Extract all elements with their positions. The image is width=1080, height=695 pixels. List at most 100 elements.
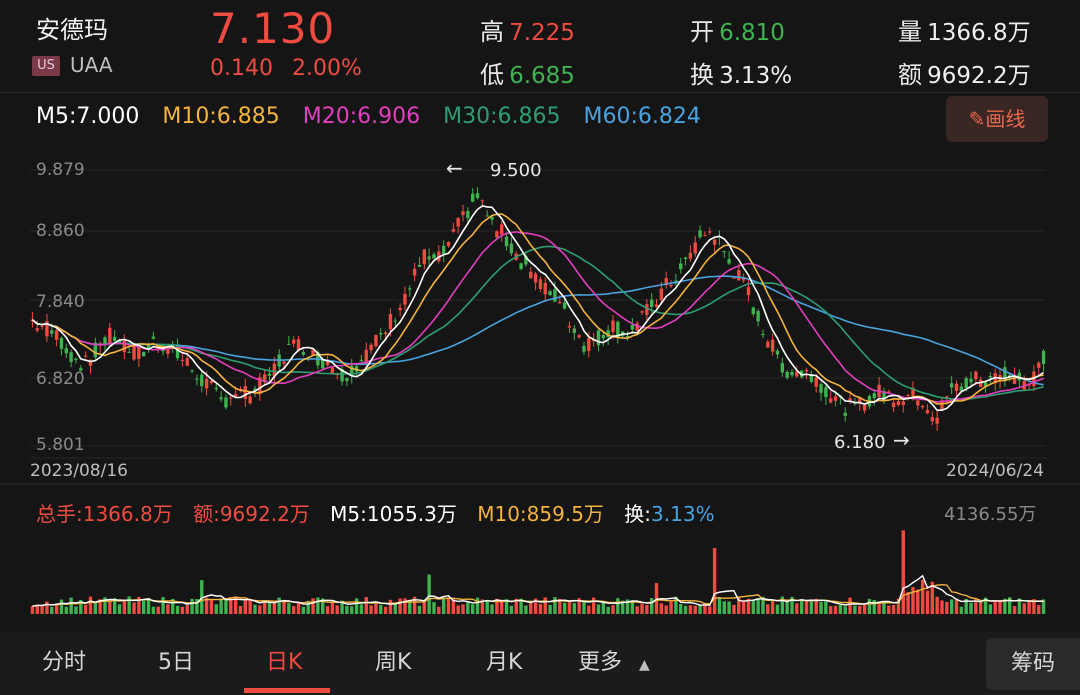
candle-body bbox=[83, 355, 88, 357]
candle-body bbox=[364, 349, 368, 364]
volume-bar bbox=[54, 603, 59, 614]
volume-bar bbox=[262, 600, 267, 614]
candle-body bbox=[901, 401, 905, 406]
candle-body bbox=[693, 242, 697, 254]
volume-bar bbox=[330, 602, 335, 614]
candle-body bbox=[558, 301, 562, 304]
chip-distribution-button[interactable]: 筹码 bbox=[986, 638, 1080, 690]
volume-bar bbox=[577, 598, 581, 614]
candle-body bbox=[137, 346, 141, 359]
volume-bar bbox=[485, 600, 489, 614]
volume-bar bbox=[727, 601, 731, 614]
volume-bar bbox=[737, 597, 741, 614]
volume-bar bbox=[248, 599, 252, 614]
candle-body bbox=[204, 379, 209, 389]
tab-weekly-k[interactable]: 周K bbox=[375, 650, 412, 675]
volume-total: 总手:1366.8万 bbox=[36, 502, 173, 526]
tab-daily-k[interactable]: 日K bbox=[266, 650, 303, 675]
volume-bar bbox=[567, 601, 572, 614]
candle-body bbox=[529, 271, 533, 279]
volume-bar bbox=[722, 601, 726, 614]
candle-body bbox=[504, 236, 509, 247]
candle-body bbox=[291, 339, 296, 344]
low-stat: 低 6.685 bbox=[480, 55, 575, 90]
candle-body bbox=[233, 394, 238, 398]
volume-bar bbox=[969, 602, 973, 614]
candle-body bbox=[650, 299, 654, 307]
candle-body bbox=[166, 346, 170, 354]
volume-bar bbox=[785, 602, 789, 614]
candle-body bbox=[635, 323, 639, 331]
volume-bar bbox=[862, 604, 867, 614]
volume-bar bbox=[891, 605, 896, 614]
volume-ma5-line bbox=[32, 574, 1044, 607]
volume-bar bbox=[616, 598, 620, 614]
price-tick-5: 5.801 bbox=[36, 435, 85, 455]
candle-body bbox=[688, 252, 693, 259]
tab-intraday[interactable]: 分时 bbox=[42, 650, 87, 675]
ma-line-m20 bbox=[31, 231, 1044, 403]
turnover-label: 换 bbox=[690, 61, 714, 89]
volume-bar bbox=[316, 597, 320, 614]
volume-bar bbox=[166, 604, 170, 614]
candle-body bbox=[577, 335, 581, 338]
tab-5day[interactable]: 5日 bbox=[158, 650, 194, 675]
volume-bar bbox=[848, 597, 852, 614]
open-label: 开 bbox=[690, 18, 714, 46]
candle-body bbox=[379, 333, 383, 335]
low-label: 低 bbox=[480, 61, 504, 89]
tab-more[interactable]: 更多 ▲ bbox=[578, 644, 650, 676]
candle-body bbox=[393, 320, 397, 322]
candle-body bbox=[940, 400, 944, 410]
volume-bar bbox=[901, 530, 905, 614]
candle-body bbox=[887, 391, 891, 393]
volume-bar bbox=[156, 606, 160, 614]
candle-body bbox=[930, 417, 934, 422]
volume-bar bbox=[127, 596, 131, 614]
volume-bar bbox=[204, 597, 209, 614]
volume-bar bbox=[466, 601, 470, 614]
last-price: 7.130 bbox=[210, 4, 336, 53]
volume-bar bbox=[770, 600, 775, 614]
volume-bar bbox=[500, 599, 504, 614]
candle-body bbox=[761, 334, 765, 336]
candle-body bbox=[180, 359, 185, 361]
volume-bar bbox=[756, 598, 760, 614]
volume-bar bbox=[422, 601, 426, 614]
candle-body bbox=[142, 351, 146, 357]
volume-bar bbox=[30, 606, 35, 614]
candle-body bbox=[983, 382, 988, 386]
volume-bar bbox=[117, 604, 122, 614]
candle-body bbox=[132, 343, 136, 360]
candle-body bbox=[1012, 375, 1017, 384]
kline-chart[interactable] bbox=[0, 0, 1080, 632]
candle-body bbox=[427, 256, 431, 260]
candle-body bbox=[190, 370, 194, 372]
volume-bar bbox=[949, 599, 954, 614]
ma-legend: M5:7.000 M10:6.885 M20:6.906 M30:6.865 M… bbox=[36, 104, 717, 129]
tab-monthly-k[interactable]: 月K bbox=[486, 650, 523, 675]
candle-body bbox=[746, 287, 751, 296]
volume-bar bbox=[964, 598, 968, 614]
candle-body bbox=[596, 330, 601, 346]
candle-body bbox=[809, 374, 814, 382]
price-tick-4: 6.820 bbox=[36, 369, 85, 389]
ma-line-m5 bbox=[31, 205, 1045, 411]
volume-bar bbox=[674, 596, 678, 614]
candle-body bbox=[843, 412, 847, 416]
candle-body bbox=[200, 374, 204, 387]
volume-bar bbox=[161, 597, 165, 614]
period-tabs bbox=[0, 632, 1080, 695]
draw-line-button[interactable]: ✎画线 bbox=[946, 96, 1048, 142]
volume-bar bbox=[345, 605, 349, 614]
volume-bar bbox=[354, 598, 359, 614]
candle-body bbox=[916, 400, 920, 406]
candle-body bbox=[572, 328, 576, 333]
volume-bar bbox=[311, 598, 315, 614]
volume-bar bbox=[325, 606, 330, 614]
ma-line-m10 bbox=[31, 213, 1044, 405]
volume-m5: M5:1055.3万 bbox=[330, 502, 457, 526]
open-value: 6.810 bbox=[719, 20, 785, 46]
candle-body bbox=[461, 211, 465, 216]
candle-body bbox=[756, 311, 760, 322]
